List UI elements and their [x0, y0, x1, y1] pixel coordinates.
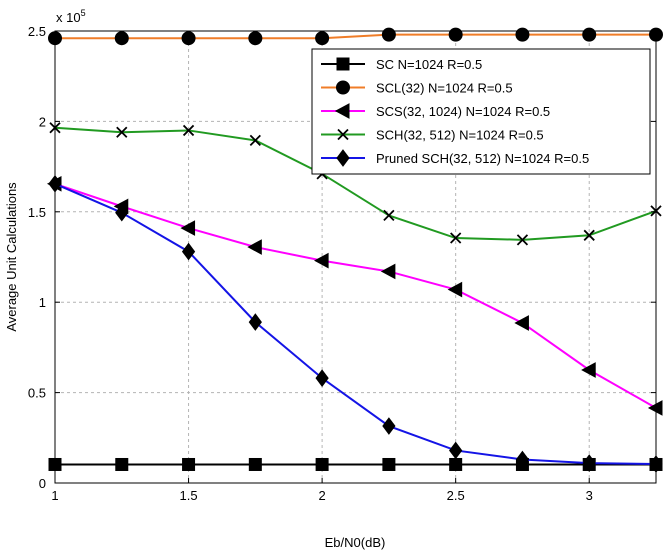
data-point: [582, 454, 596, 472]
legend-entry: SCL(32) N=1024 R=0.5: [321, 80, 513, 96]
data-point: [182, 124, 195, 137]
y-tick-label: 1.5: [28, 205, 46, 220]
legend-box: [311, 48, 651, 175]
data-point: [450, 232, 462, 244]
legend-marker: [336, 57, 350, 71]
y-tick-label: 1: [39, 295, 46, 310]
y-exponent-label: x 105: [56, 8, 86, 25]
tick-labels: 1 1.5 2 2.5 3 0 0.5 1 1.5 2 2.5: [28, 24, 593, 503]
data-point: [583, 229, 595, 241]
data-point: [314, 252, 329, 269]
data-point: [380, 263, 396, 280]
series-line: [54, 182, 657, 466]
x-tick-label: 3: [586, 488, 593, 503]
data-point: [115, 457, 129, 471]
data-point: [382, 457, 396, 471]
legend-marker: [336, 80, 350, 95]
data-point: [247, 239, 262, 255]
plot-frame: [54, 30, 657, 484]
x-tick-label: 1: [51, 488, 58, 503]
y-tick-label: 2.5: [28, 24, 46, 39]
data-point: [248, 31, 263, 46]
x-tick-label: 2.5: [447, 488, 465, 503]
series-layer: [46, 27, 663, 473]
legend-marker: [336, 149, 350, 167]
x-tick-label: 1.5: [180, 488, 198, 503]
data-point: [248, 313, 262, 331]
data-point: [449, 441, 463, 460]
data-point: [515, 27, 530, 42]
series-0: [48, 457, 663, 471]
legend-entry: SC N=1024 R=0.5: [321, 57, 482, 72]
data-point: [383, 209, 395, 222]
legend-marker: [337, 128, 349, 141]
data-point: [514, 315, 529, 331]
series-3: [49, 122, 662, 246]
data-point: [248, 457, 262, 471]
x-axis-label: Eb/N0(dB): [325, 535, 386, 550]
legend-label: SCL(32) N=1024 R=0.5: [376, 81, 513, 96]
series-line: [55, 33, 656, 40]
x-tick-label: 2: [318, 488, 325, 503]
data-point: [114, 31, 129, 46]
data-point: [581, 362, 596, 378]
legend-label: SCH(32, 512) N=1024 R=0.5: [376, 128, 544, 143]
legend: SC N=1024 R=0.5 SCL(32) N=1024 R=0.5 SCS(3…: [311, 48, 651, 175]
legend-label: Pruned SCH(32, 512) N=1024 R=0.5: [376, 151, 589, 166]
series-line: [54, 126, 657, 241]
legend-label: SC N=1024 R=0.5: [376, 57, 482, 72]
data-point: [116, 126, 128, 138]
data-point: [381, 27, 396, 42]
data-point: [382, 417, 396, 435]
data-point: [516, 234, 529, 246]
series-line: [54, 182, 657, 409]
data-point: [515, 450, 530, 469]
data-point: [115, 203, 129, 222]
legend-entry: SCH(32, 512) N=1024 R=0.5: [321, 128, 544, 143]
y-axis-label: Average Unit Calculations: [4, 182, 19, 332]
series-4: [48, 174, 663, 473]
legend-entry: SCS(32, 1024) N=1024 R=0.5: [321, 103, 550, 119]
y-tick-label: 2: [39, 114, 46, 129]
ticks: [54, 30, 656, 484]
data-point: [447, 281, 463, 298]
data-point: [249, 134, 261, 147]
legend-marker: [334, 103, 350, 119]
data-point: [315, 457, 329, 471]
legend-label: SCS(32, 1024) N=1024 R=0.5: [376, 104, 550, 119]
data-point: [182, 457, 196, 471]
data-point: [181, 242, 196, 261]
legend-entry: Pruned SCH(32, 512) N=1024 R=0.5: [321, 149, 589, 167]
data-point: [315, 369, 329, 387]
y-tick-label: 0.5: [28, 386, 46, 401]
data-point: [449, 457, 463, 471]
data-point: [180, 220, 196, 236]
y-tick-label: 0: [39, 476, 46, 491]
